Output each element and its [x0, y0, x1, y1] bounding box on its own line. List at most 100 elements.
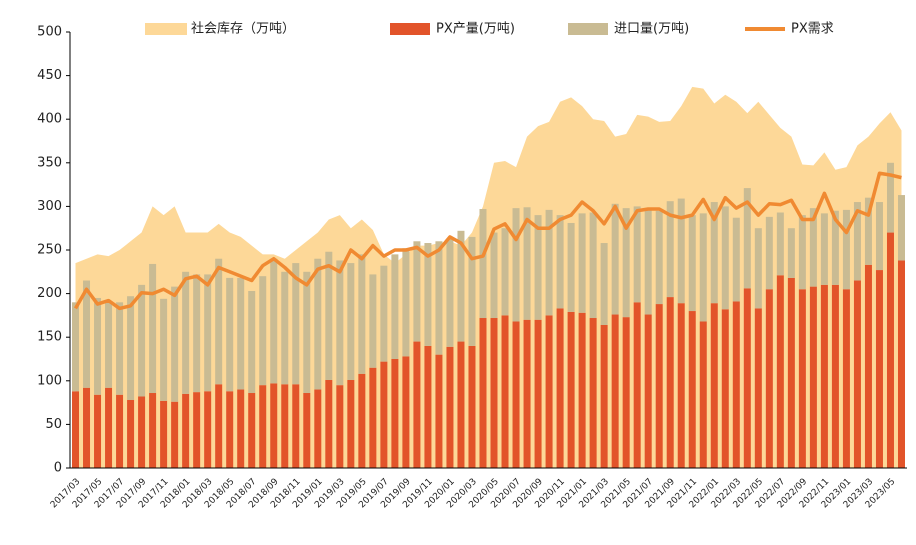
bar	[281, 271, 289, 385]
bar	[259, 385, 267, 468]
bar	[897, 260, 905, 468]
bar	[776, 275, 784, 468]
bar	[457, 341, 465, 468]
bar	[820, 284, 828, 468]
bar	[468, 345, 476, 468]
bar	[743, 288, 751, 468]
bar	[875, 202, 883, 271]
bar	[556, 215, 564, 309]
bar	[666, 297, 674, 468]
legend-label: PX产量(万吨)	[436, 22, 515, 37]
bar	[721, 309, 729, 468]
bar	[270, 383, 278, 468]
bar	[666, 201, 674, 298]
legend-swatch	[390, 23, 430, 35]
bar	[600, 324, 608, 468]
bar	[578, 213, 586, 313]
bar	[545, 315, 553, 468]
bar	[809, 208, 817, 287]
bar	[534, 215, 542, 320]
legend-label: 社会库存（万吨）	[191, 21, 295, 37]
bar	[204, 274, 212, 392]
y-tick-label: 250	[37, 243, 62, 258]
bar	[457, 230, 465, 342]
bar	[138, 284, 146, 397]
bar	[182, 271, 190, 394]
bar	[688, 215, 696, 312]
bar	[831, 210, 839, 285]
bar	[633, 302, 641, 468]
bar	[501, 315, 509, 468]
bar	[886, 162, 894, 233]
bar	[864, 264, 872, 468]
bar	[853, 202, 861, 281]
bar	[149, 263, 157, 394]
bar	[347, 379, 355, 468]
line	[73, 171, 902, 311]
bar	[589, 212, 597, 319]
bar	[710, 303, 718, 468]
bar	[138, 396, 146, 468]
bar	[622, 317, 630, 468]
bar	[303, 393, 311, 468]
bar	[754, 308, 762, 468]
bar	[578, 312, 586, 468]
bar	[83, 387, 91, 468]
bar	[72, 391, 80, 468]
bar	[853, 280, 861, 468]
bar	[787, 228, 795, 278]
bar	[556, 308, 564, 468]
bar	[226, 277, 234, 392]
bar	[94, 297, 102, 395]
bar	[413, 341, 421, 468]
bar	[776, 212, 784, 276]
bar	[402, 356, 410, 468]
bar	[523, 207, 531, 320]
bar	[567, 311, 575, 468]
bar	[270, 258, 278, 384]
bar	[369, 367, 377, 468]
bar	[468, 236, 476, 346]
bar	[193, 392, 201, 468]
bar	[83, 280, 91, 388]
bar	[644, 314, 652, 468]
bar	[446, 346, 454, 468]
bar	[611, 203, 619, 315]
bar	[820, 213, 828, 285]
bar	[215, 384, 223, 468]
bar	[490, 232, 498, 319]
bar	[721, 206, 729, 310]
bar	[567, 222, 575, 312]
bar	[732, 217, 740, 302]
bar	[259, 276, 267, 386]
y-tick-label: 300	[37, 199, 62, 214]
bar	[710, 202, 718, 304]
bar	[160, 400, 168, 468]
bar	[237, 389, 245, 468]
y-tick-label: 500	[37, 25, 62, 40]
bar	[490, 318, 498, 468]
bar	[842, 289, 850, 468]
bar	[446, 239, 454, 347]
bar	[358, 373, 366, 468]
y-tick-label: 450	[37, 68, 62, 83]
bar	[248, 290, 256, 394]
y-tick-label: 0	[54, 461, 62, 476]
bar	[875, 270, 883, 468]
bar	[94, 394, 102, 468]
bar	[655, 304, 663, 468]
bar	[336, 385, 344, 468]
bar	[886, 232, 894, 468]
legend-swatch	[568, 23, 608, 35]
bar	[622, 208, 630, 318]
y-tick-label: 400	[37, 112, 62, 127]
bar	[765, 216, 773, 290]
bar	[314, 389, 322, 468]
bar	[732, 301, 740, 468]
bar	[391, 359, 399, 468]
bar	[303, 271, 311, 394]
bar	[204, 391, 212, 468]
bar	[413, 241, 421, 342]
bar	[325, 251, 333, 380]
